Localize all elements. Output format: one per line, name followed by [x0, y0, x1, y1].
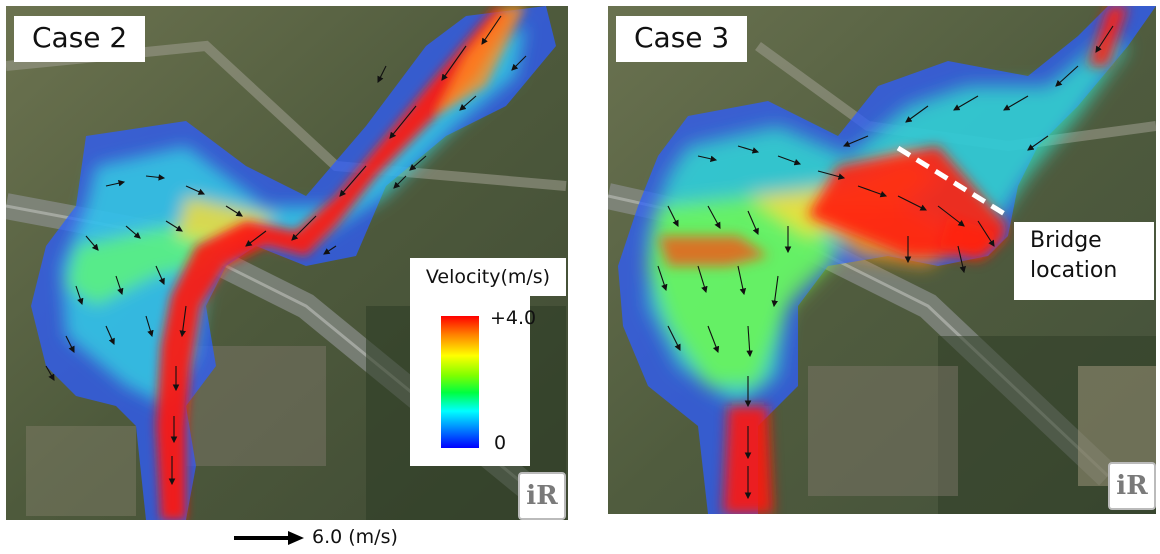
legend-title: Velocity(m/s): [410, 258, 566, 296]
bridge-label-line-2: location: [1030, 258, 1118, 283]
field: [26, 426, 136, 516]
bridge-label-line-1: Bridge: [1030, 228, 1102, 253]
case-3-panel: Case 3 iR: [608, 6, 1156, 514]
scale-arrow-icon: [234, 531, 304, 545]
case-3-label: Case 3: [616, 16, 748, 62]
case-2-label: Case 2: [14, 16, 146, 62]
legend-min-label: 0: [494, 432, 507, 454]
bridge-location-label: Bridge location: [1014, 222, 1154, 300]
legend-color-bar: [441, 316, 479, 448]
scale-label: 6.0 (m/s): [312, 526, 398, 548]
velocity-vectors: [45, 15, 527, 486]
village: [808, 366, 958, 496]
velocity-vectors: [657, 25, 1114, 500]
legend-max-label: +4.0: [490, 307, 537, 329]
iric-logo-icon: iR: [1108, 462, 1156, 510]
iric-logo-icon: iR: [518, 472, 566, 520]
case-3-velocity-map: [608, 6, 1156, 514]
